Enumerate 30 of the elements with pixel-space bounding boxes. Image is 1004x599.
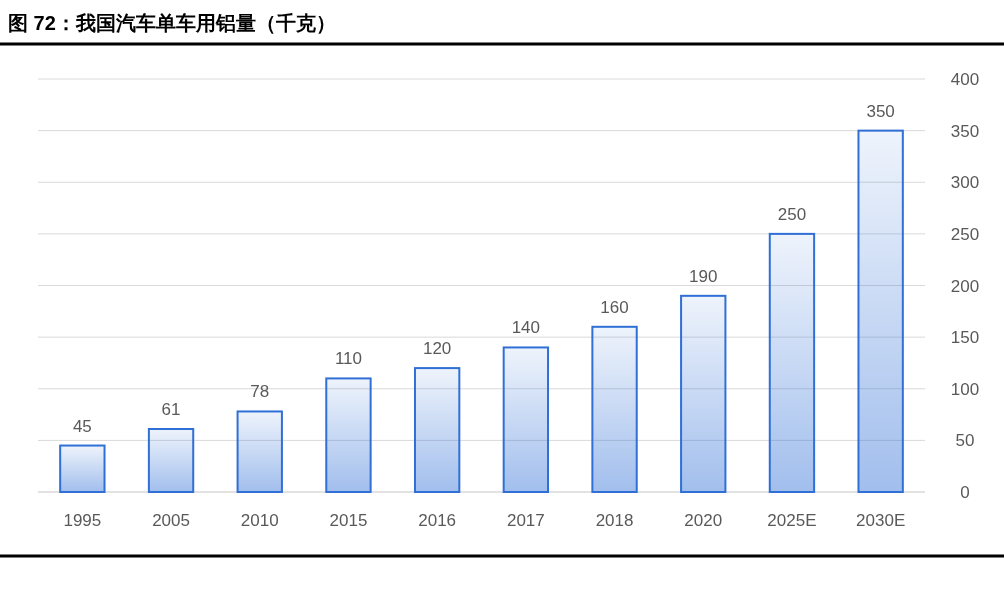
x-tick-label: 2017: [506, 511, 545, 530]
data-label: 160: [600, 297, 629, 317]
data-label: 45: [72, 416, 92, 436]
y-tick-label: 400: [950, 70, 980, 89]
x-tick-label: 2005: [152, 511, 190, 530]
data-label: 61: [161, 400, 181, 420]
x-tick-label: 2025E: [767, 511, 817, 530]
data-label: 140: [511, 318, 541, 338]
x-tick-label: 2020: [684, 511, 723, 530]
data-label: 250: [777, 204, 807, 224]
data-label: 190: [689, 266, 718, 286]
x-tick-label: 2016: [418, 511, 457, 530]
y-tick-label: 50: [955, 431, 975, 451]
y-tick-label: 300: [950, 173, 980, 193]
data-label: 120: [422, 339, 452, 359]
x-tick-label: 2010: [240, 511, 279, 530]
chart-title: 图 72：我国汽车单车用铝量（千克）: [8, 12, 336, 34]
y-tick-label: 200: [950, 276, 980, 296]
data-label: 350: [866, 101, 895, 121]
y-tick-label: 350: [950, 121, 980, 141]
x-tick-label: 2030E: [856, 511, 906, 530]
y-tick-label: 0: [960, 483, 970, 502]
y-tick-label: 100: [950, 379, 980, 399]
data-label: 110: [334, 349, 362, 369]
data-label: 78: [250, 382, 270, 402]
x-tick-label: 1995: [63, 511, 102, 530]
y-tick-label: 250: [950, 224, 980, 244]
x-tick-label: 2015: [329, 511, 368, 530]
y-tick-label: 150: [950, 328, 980, 348]
x-tick-label: 2018: [595, 511, 634, 530]
